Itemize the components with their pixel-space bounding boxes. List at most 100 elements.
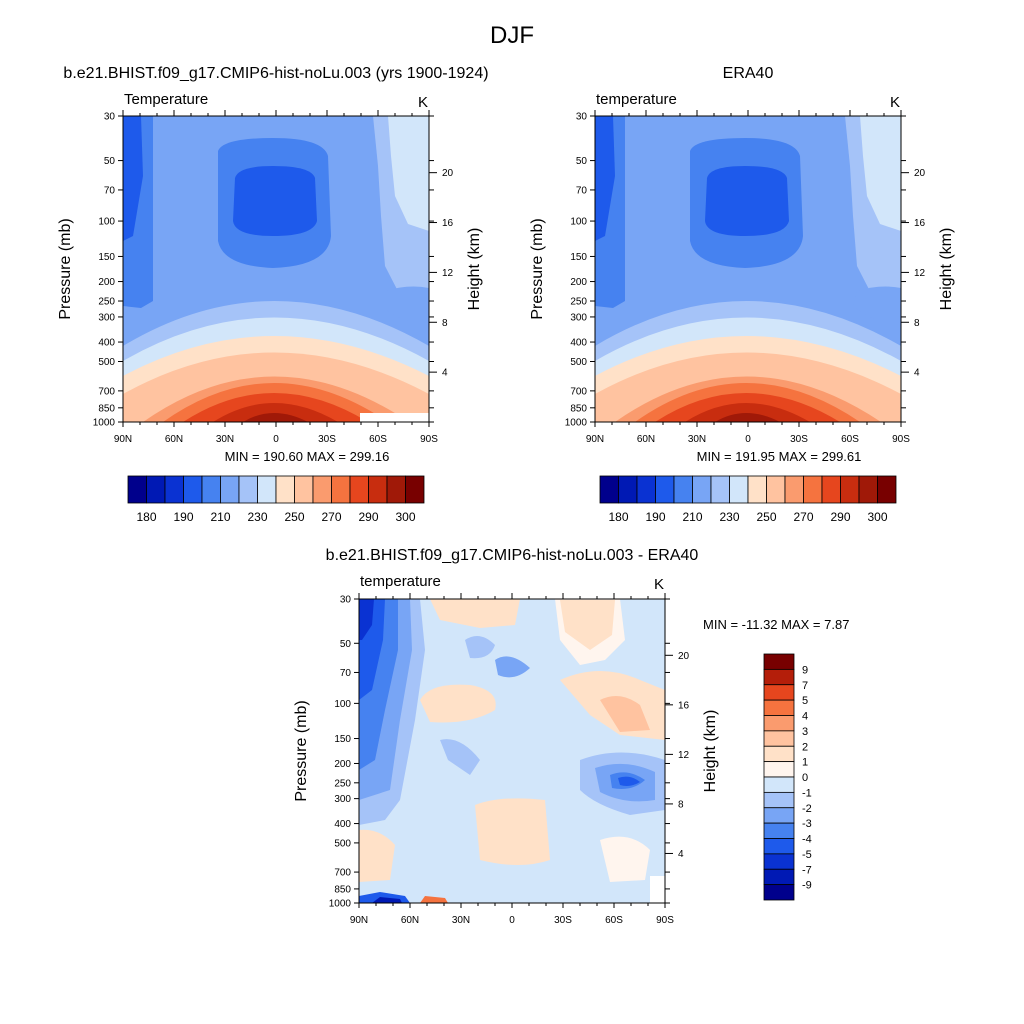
colorbar-swatch — [349, 475, 369, 504]
colorbar-label: 210 — [210, 510, 230, 524]
colorbar-swatch — [766, 475, 786, 504]
colorbar-label: 2 — [802, 741, 808, 753]
min-max-stats: MIN = 191.95 MAX = 299.61 — [697, 449, 862, 464]
colorbar: 180 190 210 230 250 270 290 300 — [599, 475, 897, 524]
pressure-tick-label: 100 — [334, 699, 351, 710]
colorbar-label: 210 — [682, 510, 702, 524]
colorbar: 9 7 5 4 3 2 1 0 -1 -2 -3 -4 -5 -7 -9 — [763, 653, 812, 901]
pressure-tick-label: 200 — [570, 277, 587, 288]
y-axis-right-title: Height (km) — [938, 228, 955, 311]
pressure-tick-label: 50 — [104, 156, 116, 167]
colorbar-label: -9 — [802, 880, 812, 892]
colorbar-swatch — [294, 475, 314, 504]
colorbar-swatch — [692, 475, 712, 504]
pressure-tick-label: 50 — [576, 156, 588, 167]
colorbar-swatch — [312, 475, 332, 504]
latitude-tick-label: 30S — [790, 434, 808, 445]
latitude-tick-label: 30S — [554, 915, 572, 926]
colorbar-swatch — [183, 475, 203, 504]
pressure-tick-label: 150 — [334, 734, 351, 745]
height-tick-label: 8 — [678, 799, 684, 810]
latitude-tick-label: 30N — [452, 915, 470, 926]
colorbar-swatch — [763, 853, 795, 870]
colorbar-swatch — [763, 776, 795, 793]
pressure-tick-label: 700 — [334, 868, 351, 879]
latitude-tick-label: 90N — [114, 434, 132, 445]
height-tick-label: 12 — [914, 268, 926, 279]
pressure-tick-label: 500 — [98, 357, 115, 368]
colorbar-label: -4 — [802, 834, 812, 846]
pressure-tick-label: 150 — [98, 252, 115, 263]
colorbar-label: -3 — [802, 818, 812, 830]
height-tick-label: 8 — [442, 318, 448, 329]
colorbar-label: 300 — [867, 510, 887, 524]
pressure-tick-label: 400 — [334, 819, 351, 830]
pressure-tick-label: 850 — [98, 403, 115, 414]
y-axis-title: Pressure (mb) — [529, 218, 546, 319]
latitude-tick-label: 60S — [605, 915, 623, 926]
pressure-tick-label: 700 — [570, 386, 587, 397]
pressure-tick-label: 400 — [98, 338, 115, 349]
colorbar-label: 190 — [173, 510, 193, 524]
figure-title: DJF — [490, 22, 534, 49]
panel-variable-label: Temperature — [124, 91, 208, 108]
colorbar-swatch — [636, 475, 656, 504]
colorbar-label: -7 — [802, 864, 812, 876]
difference-contour-field — [359, 599, 665, 903]
panel-units: K — [890, 94, 900, 111]
pressure-tick-label: 250 — [98, 297, 115, 308]
pressure-tick-label: 300 — [98, 312, 115, 323]
panel-title: b.e21.BHIST.f09_g17.CMIP6-hist-noLu.003 … — [63, 65, 488, 82]
missing-data-patch — [650, 876, 666, 904]
panel-units: K — [654, 576, 664, 593]
latitude-tick-label: 0 — [745, 434, 751, 445]
colorbar-swatch — [257, 475, 277, 504]
height-tick-label: 8 — [914, 318, 920, 329]
panel-variable-label: temperature — [596, 91, 677, 108]
axes: 30 50 70 100 150 200 250 300 400 500 700 850 1000 20 1… — [529, 110, 955, 445]
pressure-tick-label: 250 — [334, 778, 351, 789]
height-tick-label: 20 — [914, 168, 926, 179]
pressure-tick-label: 500 — [334, 838, 351, 849]
colorbar-label: 230 — [719, 510, 739, 524]
latitude-tick-label: 0 — [273, 434, 279, 445]
missing-data-patch — [360, 413, 430, 422]
pressure-tick-label: 300 — [570, 312, 587, 323]
colorbar-swatch — [858, 475, 878, 504]
height-tick-label: 12 — [442, 268, 454, 279]
colorbar-swatch — [763, 653, 795, 670]
colorbar-swatch — [763, 684, 795, 701]
y-axis-right-title: Height (km) — [702, 710, 719, 793]
pressure-tick-label: 100 — [98, 217, 115, 228]
pressure-tick-label: 850 — [334, 884, 351, 895]
colorbar-swatch — [710, 475, 730, 504]
colorbar-label: 5 — [802, 695, 808, 707]
height-tick-label: 4 — [678, 849, 684, 860]
axes: 30 50 70 100 150 200 250 300 400 500 700 850 1000 20 1… — [293, 593, 719, 926]
colorbar-swatch — [201, 475, 221, 504]
pressure-tick-label: 250 — [570, 297, 587, 308]
colorbar-swatch — [763, 807, 795, 824]
pressure-tick-label: 200 — [334, 759, 351, 770]
height-tick-label: 20 — [442, 168, 454, 179]
panel-title: ERA40 — [723, 65, 774, 82]
y-axis-title: Pressure (mb) — [57, 218, 74, 319]
colorbar-swatch — [763, 884, 795, 901]
latitude-tick-label: 90S — [420, 434, 438, 445]
pressure-tick-label: 70 — [576, 185, 588, 196]
temperature-contour-field — [595, 116, 901, 422]
pressure-tick-label: 1000 — [93, 418, 116, 429]
height-tick-label: 12 — [678, 750, 690, 761]
temperature-contour-field — [123, 116, 429, 422]
panel-era40: ERA40 temperature K 30507010015020025030… — [529, 65, 955, 524]
colorbar-swatch — [655, 475, 675, 504]
pressure-tick-label: 70 — [340, 668, 352, 679]
latitude-tick-label: 90N — [350, 915, 368, 926]
colorbar-swatch — [877, 475, 897, 504]
min-max-stats: MIN = 190.60 MAX = 299.16 — [225, 449, 390, 464]
colorbar-swatch — [368, 475, 388, 504]
colorbar-swatch — [763, 715, 795, 732]
pressure-tick-label: 70 — [104, 185, 116, 196]
height-tick-label: 4 — [442, 368, 448, 379]
latitude-tick-label: 0 — [509, 915, 515, 926]
